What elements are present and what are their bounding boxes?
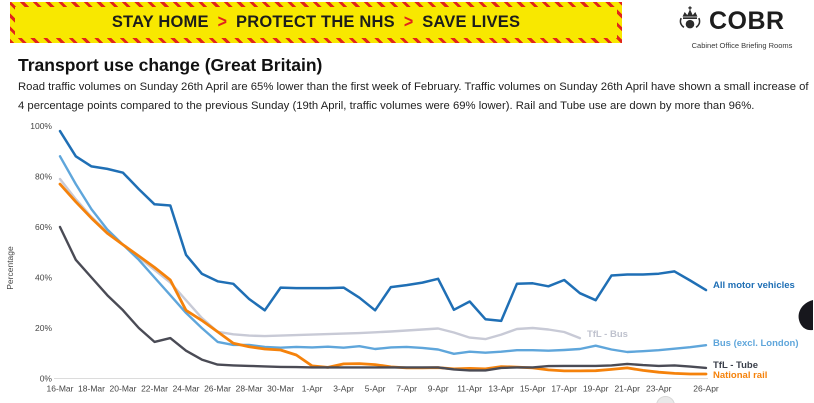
x-tick-label: 15-Apr (520, 384, 546, 394)
y-tick-label: 20% (35, 323, 52, 333)
x-tick-label: 28-Mar (236, 384, 263, 394)
chevron-right-icon: > (217, 12, 228, 32)
x-tick-label: 23-Apr (646, 384, 672, 394)
x-tick-label: 3-Apr (333, 384, 354, 394)
series-end-label: All motor vehicles (713, 280, 795, 291)
series-line-national-rail (58, 182, 708, 376)
page-description: Road traffic volumes on Sunday 26th Apri… (18, 81, 809, 112)
x-tick-label: 24-Mar (173, 384, 200, 394)
series-end-label: National rail (713, 370, 767, 381)
series-end-label: TfL - Bus (587, 329, 628, 340)
cropped-dark-object (796, 299, 814, 332)
x-tick-label: 30-Mar (267, 384, 294, 394)
x-tick-label: 13-Apr (488, 384, 514, 394)
x-tick-label: 7-Apr (396, 384, 417, 394)
x-tick-label: 18-Mar (78, 384, 105, 394)
y-tick-label: 60% (35, 222, 52, 232)
x-tick-label: 26-Mar (204, 384, 231, 394)
cobr-logo: COBR Cabinet Office Briefing Rooms (676, 5, 808, 50)
chevron-right-icon: > (403, 12, 414, 32)
cobr-wordmark: COBR (709, 7, 785, 35)
y-tick-label: 100% (30, 121, 52, 131)
x-tick-label: 16-Mar (47, 384, 74, 394)
banner-phrase-save-lives: SAVE LIVES (422, 13, 521, 31)
campaign-banner-text: STAY HOME > PROTECT THE NHS > SAVE LIVES (15, 7, 617, 38)
series-line-tfl-tube (58, 225, 708, 372)
x-tick-label: 19-Apr (583, 384, 609, 394)
x-tick-label: 17-Apr (551, 384, 577, 394)
x-tick-label: 26-Apr (693, 384, 719, 394)
x-tick-label: 22-Mar (141, 384, 168, 394)
y-axis-title: Percentage (5, 246, 15, 290)
x-tick-label: 9-Apr (428, 384, 449, 394)
x-tick-label: 5-Apr (365, 384, 386, 394)
x-tick-label: 20-Mar (110, 384, 137, 394)
banner-phrase-protect-nhs: PROTECT THE NHS (236, 13, 395, 31)
series-line-all-motor-vehicles (58, 129, 708, 323)
royal-crest-icon (676, 5, 704, 38)
series-end-label: TfL - Tube (713, 360, 758, 371)
y-tick-label: 0% (40, 374, 53, 384)
x-tick-label: 11-Apr (457, 384, 482, 394)
x-tick-label: 21-Apr (614, 384, 640, 394)
transport-usage-line-chart: 0% 20% 40% 60% 80% 100% Percentage 16-Mar 18-Mar… (5, 121, 799, 394)
chart-area: 0% 20% 40% 60% 80% 100% Percentage 16-Mar 18-Mar… (0, 118, 814, 403)
series-line-tfl-bus (58, 177, 582, 341)
y-tick-label: 80% (35, 172, 52, 182)
banner-phrase-stay-home: STAY HOME (111, 13, 209, 31)
cobr-subtitle: Cabinet Office Briefing Rooms (691, 41, 793, 50)
series-line-bus-excl-london- (58, 155, 708, 356)
y-tick-label: 40% (35, 273, 52, 283)
x-tick-label: 1-Apr (302, 384, 323, 394)
page-title: Transport use change (Great Britain) (18, 55, 323, 75)
series-end-label: Bus (excl. London) (713, 338, 799, 349)
campaign-banner: STAY HOME > PROTECT THE NHS > SAVE LIVES (10, 2, 622, 43)
